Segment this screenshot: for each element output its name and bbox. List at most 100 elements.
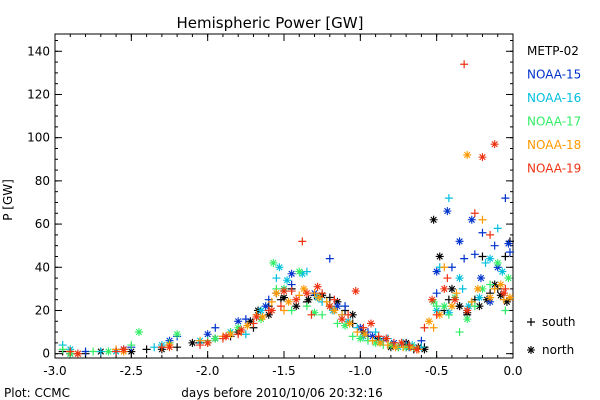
noaa-16-north-point bbox=[456, 274, 464, 282]
noaa-19-north-point bbox=[338, 315, 346, 323]
noaa-18-north-point bbox=[463, 151, 471, 159]
noaa-18-south-point bbox=[440, 263, 448, 271]
noaa-19-north-point bbox=[292, 296, 300, 304]
noaa-17-south-point bbox=[456, 328, 464, 336]
y-tick-label: 100 bbox=[27, 131, 50, 145]
noaa-18-north-point bbox=[346, 319, 354, 327]
noaa-17-south-point bbox=[127, 341, 135, 349]
noaa-16-south-point bbox=[459, 285, 467, 293]
noaa-19-south-point bbox=[443, 274, 451, 282]
noaa-15-south-point bbox=[491, 242, 499, 250]
noaa-18-north-point bbox=[285, 298, 293, 306]
noaa-19-north-point bbox=[367, 319, 375, 327]
noaa-15-south-point bbox=[478, 229, 486, 237]
noaa-16-south-point bbox=[272, 274, 280, 282]
noaa-19-south-point bbox=[298, 237, 306, 245]
noaa-19-north-point bbox=[204, 339, 212, 347]
legend-entry: NOAA-19 bbox=[527, 162, 581, 176]
y-tick-label: 20 bbox=[35, 303, 50, 317]
noaa-15-north-point bbox=[477, 274, 485, 282]
noaa-19-north-point bbox=[303, 289, 311, 297]
noaa-18-north-point bbox=[272, 289, 280, 297]
x-tick-label: -2.0 bbox=[196, 364, 219, 378]
marker-key: south north bbox=[527, 315, 576, 357]
legend-entry: NOAA-17 bbox=[527, 115, 581, 129]
noaa-18-north-point bbox=[407, 343, 415, 351]
noaa-15-south-point bbox=[341, 302, 349, 310]
noaa-18-north-point bbox=[474, 285, 482, 293]
noaa-16-north-point bbox=[475, 294, 483, 302]
noaa-18-north-point bbox=[391, 343, 399, 351]
noaa-19-north-point bbox=[382, 335, 390, 343]
metp-02-south-point bbox=[173, 343, 181, 351]
metp-02-south-point bbox=[143, 345, 151, 353]
x-tick-label: 0.0 bbox=[503, 364, 522, 378]
noaa-19-north-point bbox=[253, 313, 261, 321]
noaa-17-south-point bbox=[486, 281, 494, 289]
noaa-18-south-point bbox=[478, 216, 486, 224]
x-tick-label: -3.0 bbox=[43, 364, 66, 378]
noaa-19-north-point bbox=[491, 140, 499, 148]
noaa-18-north-point bbox=[243, 322, 251, 330]
noaa-18-north-point bbox=[425, 317, 433, 325]
noaa-19-north-point bbox=[326, 302, 334, 310]
noaa-19-south-point bbox=[420, 324, 428, 332]
noaa-17-south-point bbox=[349, 332, 357, 340]
metp-02-north-point bbox=[430, 216, 438, 224]
legend-entry: NOAA-18 bbox=[527, 138, 581, 152]
noaa-15-south-point bbox=[326, 255, 334, 263]
noaa-16-north-point bbox=[498, 268, 506, 276]
noaa-19-north-point bbox=[478, 153, 486, 161]
x-tick-label: -1.0 bbox=[349, 364, 372, 378]
noaa-17-north-point bbox=[440, 302, 448, 310]
noaa-15-south-point bbox=[471, 250, 479, 258]
noaa-19-south-point bbox=[460, 60, 468, 68]
x-tick-label: -0.5 bbox=[425, 364, 448, 378]
noaa-15-south-point bbox=[82, 348, 90, 356]
noaa-17-north-point bbox=[295, 268, 303, 276]
noaa-19-north-point bbox=[413, 345, 421, 353]
noaa-15-north-point bbox=[443, 207, 451, 215]
y-tick-label: 40 bbox=[35, 260, 50, 274]
noaa-19-north-point bbox=[463, 306, 471, 314]
noaa-17-south-point bbox=[59, 345, 67, 353]
legend-entry: METP-02 bbox=[527, 44, 579, 58]
noaa-19-north-point bbox=[500, 289, 508, 297]
noaa-17-south-point bbox=[501, 306, 509, 314]
data-points bbox=[59, 60, 514, 357]
noaa-16-north-point bbox=[275, 263, 283, 271]
x-tick-label: -2.5 bbox=[120, 364, 143, 378]
noaa-15-north-point bbox=[456, 237, 464, 245]
y-tick-label: 140 bbox=[27, 44, 50, 58]
star-marker-icon bbox=[527, 346, 535, 354]
legend: METP-02NOAA-15NOAA-16NOAA-17NOAA-18NOAA-… bbox=[527, 44, 581, 176]
noaa-17-north-point bbox=[211, 335, 219, 343]
noaa-19-north-point bbox=[352, 287, 360, 295]
noaa-19-north-point bbox=[120, 345, 128, 353]
noaa-19-north-point bbox=[398, 339, 406, 347]
noaa-19-south-point bbox=[66, 348, 74, 356]
metp-02-north-point bbox=[436, 252, 444, 260]
noaa-15-south-point bbox=[448, 263, 456, 271]
legend-entry: NOAA-16 bbox=[527, 91, 581, 105]
noaa-15-north-point bbox=[504, 240, 512, 248]
noaa-15-north-point bbox=[288, 270, 296, 278]
y-tick-label: 120 bbox=[27, 87, 50, 101]
noaa-16-north-point bbox=[486, 255, 494, 263]
hemispheric-power-chart: Hemispheric Power [GW] P [GW] days befor… bbox=[0, 0, 600, 400]
noaa-18-north-point bbox=[361, 330, 369, 338]
noaa-19-south-point bbox=[486, 231, 494, 239]
x-axis-ticks: -3.0 -2.5 -2.0 -1.5 -1.0 -0.5 0.0 bbox=[43, 34, 522, 378]
noaa-17-north-point bbox=[504, 274, 512, 282]
y-tick-label: 0 bbox=[42, 347, 50, 361]
noaa-16-south-point bbox=[494, 224, 502, 232]
noaa-18-north-point bbox=[376, 339, 384, 347]
marker-key-label: north bbox=[542, 343, 574, 357]
noaa-15-south-point bbox=[501, 194, 509, 202]
y-axis-label: P [GW] bbox=[1, 179, 15, 221]
noaa-19-south-point bbox=[196, 341, 204, 349]
noaa-16-north-point bbox=[257, 306, 265, 314]
chart-title: Hemispheric Power [GW] bbox=[177, 14, 364, 32]
noaa-15-south-point bbox=[211, 324, 219, 332]
noaa-19-north-point bbox=[428, 296, 436, 304]
